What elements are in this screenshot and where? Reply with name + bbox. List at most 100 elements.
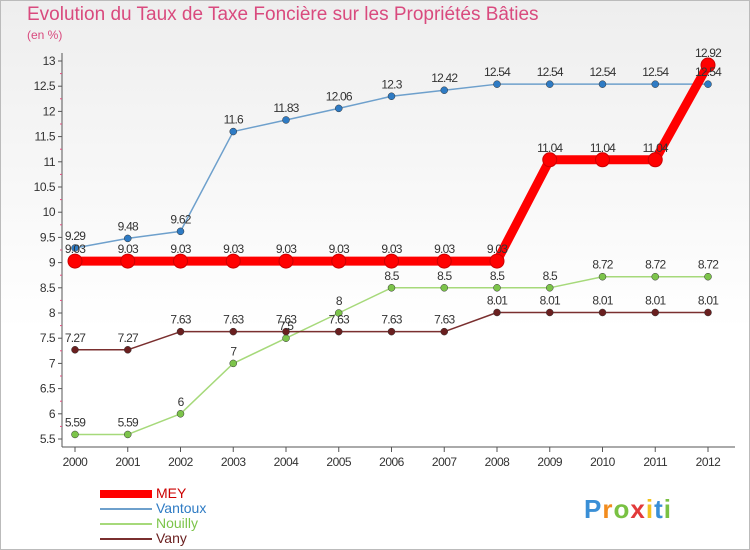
y-tick-label: 5.5 [40, 432, 56, 446]
data-point-vantoux [704, 80, 712, 88]
logo-letter: i [663, 494, 672, 524]
data-label-vantoux: 9.62 [170, 212, 191, 226]
data-label-nouilly: 8.5 [437, 269, 452, 283]
y-tick-label: 11 [44, 155, 56, 169]
logo-letter: P [584, 494, 603, 524]
y-tick-label: 10 [43, 205, 56, 219]
data-point-nouilly [598, 272, 607, 281]
data-label-mey: 9.03 [276, 242, 297, 256]
data-label-vantoux: 12.54 [642, 65, 669, 79]
data-label-vantoux: 12.06 [326, 89, 353, 103]
data-label-vany: 7.63 [381, 313, 402, 327]
data-point-nouilly [387, 284, 396, 292]
data-label-vantoux: 12.54 [589, 65, 616, 79]
data-point-nouilly [282, 334, 290, 342]
data-point-mey [436, 253, 452, 269]
y-tick-label: 13 [43, 54, 56, 68]
data-point-vany [546, 308, 554, 317]
y-tick-label: 9.5 [40, 230, 56, 244]
data-point-vantoux [546, 80, 554, 88]
data-point-nouilly [124, 430, 132, 439]
logo-letter: o [613, 494, 631, 524]
data-label-vany: 7.63 [170, 313, 191, 327]
data-point-mey [173, 253, 188, 269]
legend-swatch [100, 490, 152, 498]
legend-label: Vantoux [156, 500, 207, 516]
data-label-vany: 7.27 [65, 331, 86, 345]
chart-title: Evolution du Taux de Taxe Foncière sur l… [27, 4, 539, 25]
data-label-vantoux: 12.54 [695, 65, 722, 79]
data-label-vantoux: 11.6 [224, 113, 244, 127]
data-label-vany: 7.63 [329, 313, 350, 327]
data-point-mey [700, 57, 716, 73]
data-point-vany [335, 327, 343, 336]
data-label-vany: 8.01 [645, 293, 666, 307]
data-point-vantoux [229, 127, 237, 136]
data-label-nouilly: 7 [230, 344, 237, 358]
data-point-nouilly [651, 272, 659, 281]
data-point-vantoux [335, 104, 343, 113]
data-point-vantoux [598, 80, 607, 88]
data-point-vany [704, 308, 712, 317]
data-label-mey: 9.03 [487, 242, 508, 256]
data-point-mey [225, 253, 241, 269]
data-point-nouilly [704, 272, 712, 281]
data-label-nouilly: 5.59 [65, 415, 86, 429]
data-label-vantoux: 12.3 [381, 77, 402, 91]
data-point-vany [176, 327, 185, 336]
data-point-mey [542, 152, 558, 168]
x-tick-label: 2005 [326, 455, 352, 469]
data-label-nouilly: 8.72 [645, 258, 666, 272]
data-point-nouilly [335, 309, 343, 317]
data-label-vantoux: 9.48 [118, 219, 139, 233]
data-point-vany [124, 346, 132, 354]
data-label-vany: 8.01 [487, 293, 508, 307]
y-tick-label: 10.5 [34, 180, 56, 194]
x-tick-label: 2011 [643, 455, 668, 469]
y-tick-label: 7.5 [40, 331, 56, 345]
data-point-vantoux [387, 92, 396, 101]
data-label-vany: 7.63 [434, 313, 455, 327]
data-point-mey [278, 253, 294, 269]
data-label-vany: 8.01 [592, 293, 613, 307]
x-tick-label: 2010 [590, 455, 616, 469]
y-tick-label: 11.5 [35, 130, 56, 144]
data-point-mey [67, 253, 83, 269]
data-label-vantoux: 12.54 [537, 65, 564, 79]
data-label-mey: 9.03 [65, 242, 86, 256]
data-point-nouilly [440, 284, 448, 292]
data-point-vantoux [651, 80, 659, 88]
data-label-vantoux: 9.29 [65, 229, 86, 243]
data-point-vany [598, 308, 607, 317]
data-point-mey [647, 152, 663, 168]
series-line-nouilly [75, 275, 708, 436]
data-point-mey [489, 253, 505, 269]
data-label-vany: 8.01 [698, 293, 719, 307]
data-label-nouilly: 6 [178, 395, 185, 409]
y-tick-label: 6 [49, 407, 56, 421]
data-point-nouilly [229, 359, 237, 368]
y-tick-label: 8 [49, 306, 56, 320]
data-label-mey: 9.03 [381, 242, 402, 256]
legend-label: Vany [156, 530, 187, 546]
y-tick-label: 6.5 [40, 382, 56, 396]
data-point-mey [120, 253, 136, 269]
data-label-vany: 7.63 [223, 313, 244, 327]
data-label-nouilly: 7.5 [279, 319, 294, 333]
data-point-nouilly [71, 430, 79, 439]
y-tick-label: 12 [43, 104, 56, 118]
x-tick-label: 2009 [537, 455, 563, 469]
data-label-mey: 11.04 [537, 141, 563, 155]
data-label-vany: 8.01 [540, 293, 561, 307]
data-point-vany [71, 346, 79, 354]
logo-letter: r [602, 494, 614, 524]
data-point-vantoux [124, 234, 132, 243]
data-point-vantoux [71, 244, 79, 252]
data-label-mey: 11.04 [590, 141, 616, 155]
y-tick-label: 8.5 [40, 281, 56, 295]
data-point-vany [493, 308, 501, 317]
data-point-vantoux [176, 227, 185, 236]
chart-subtitle: (en %) [27, 28, 63, 42]
data-label-nouilly: 8.72 [698, 258, 719, 272]
